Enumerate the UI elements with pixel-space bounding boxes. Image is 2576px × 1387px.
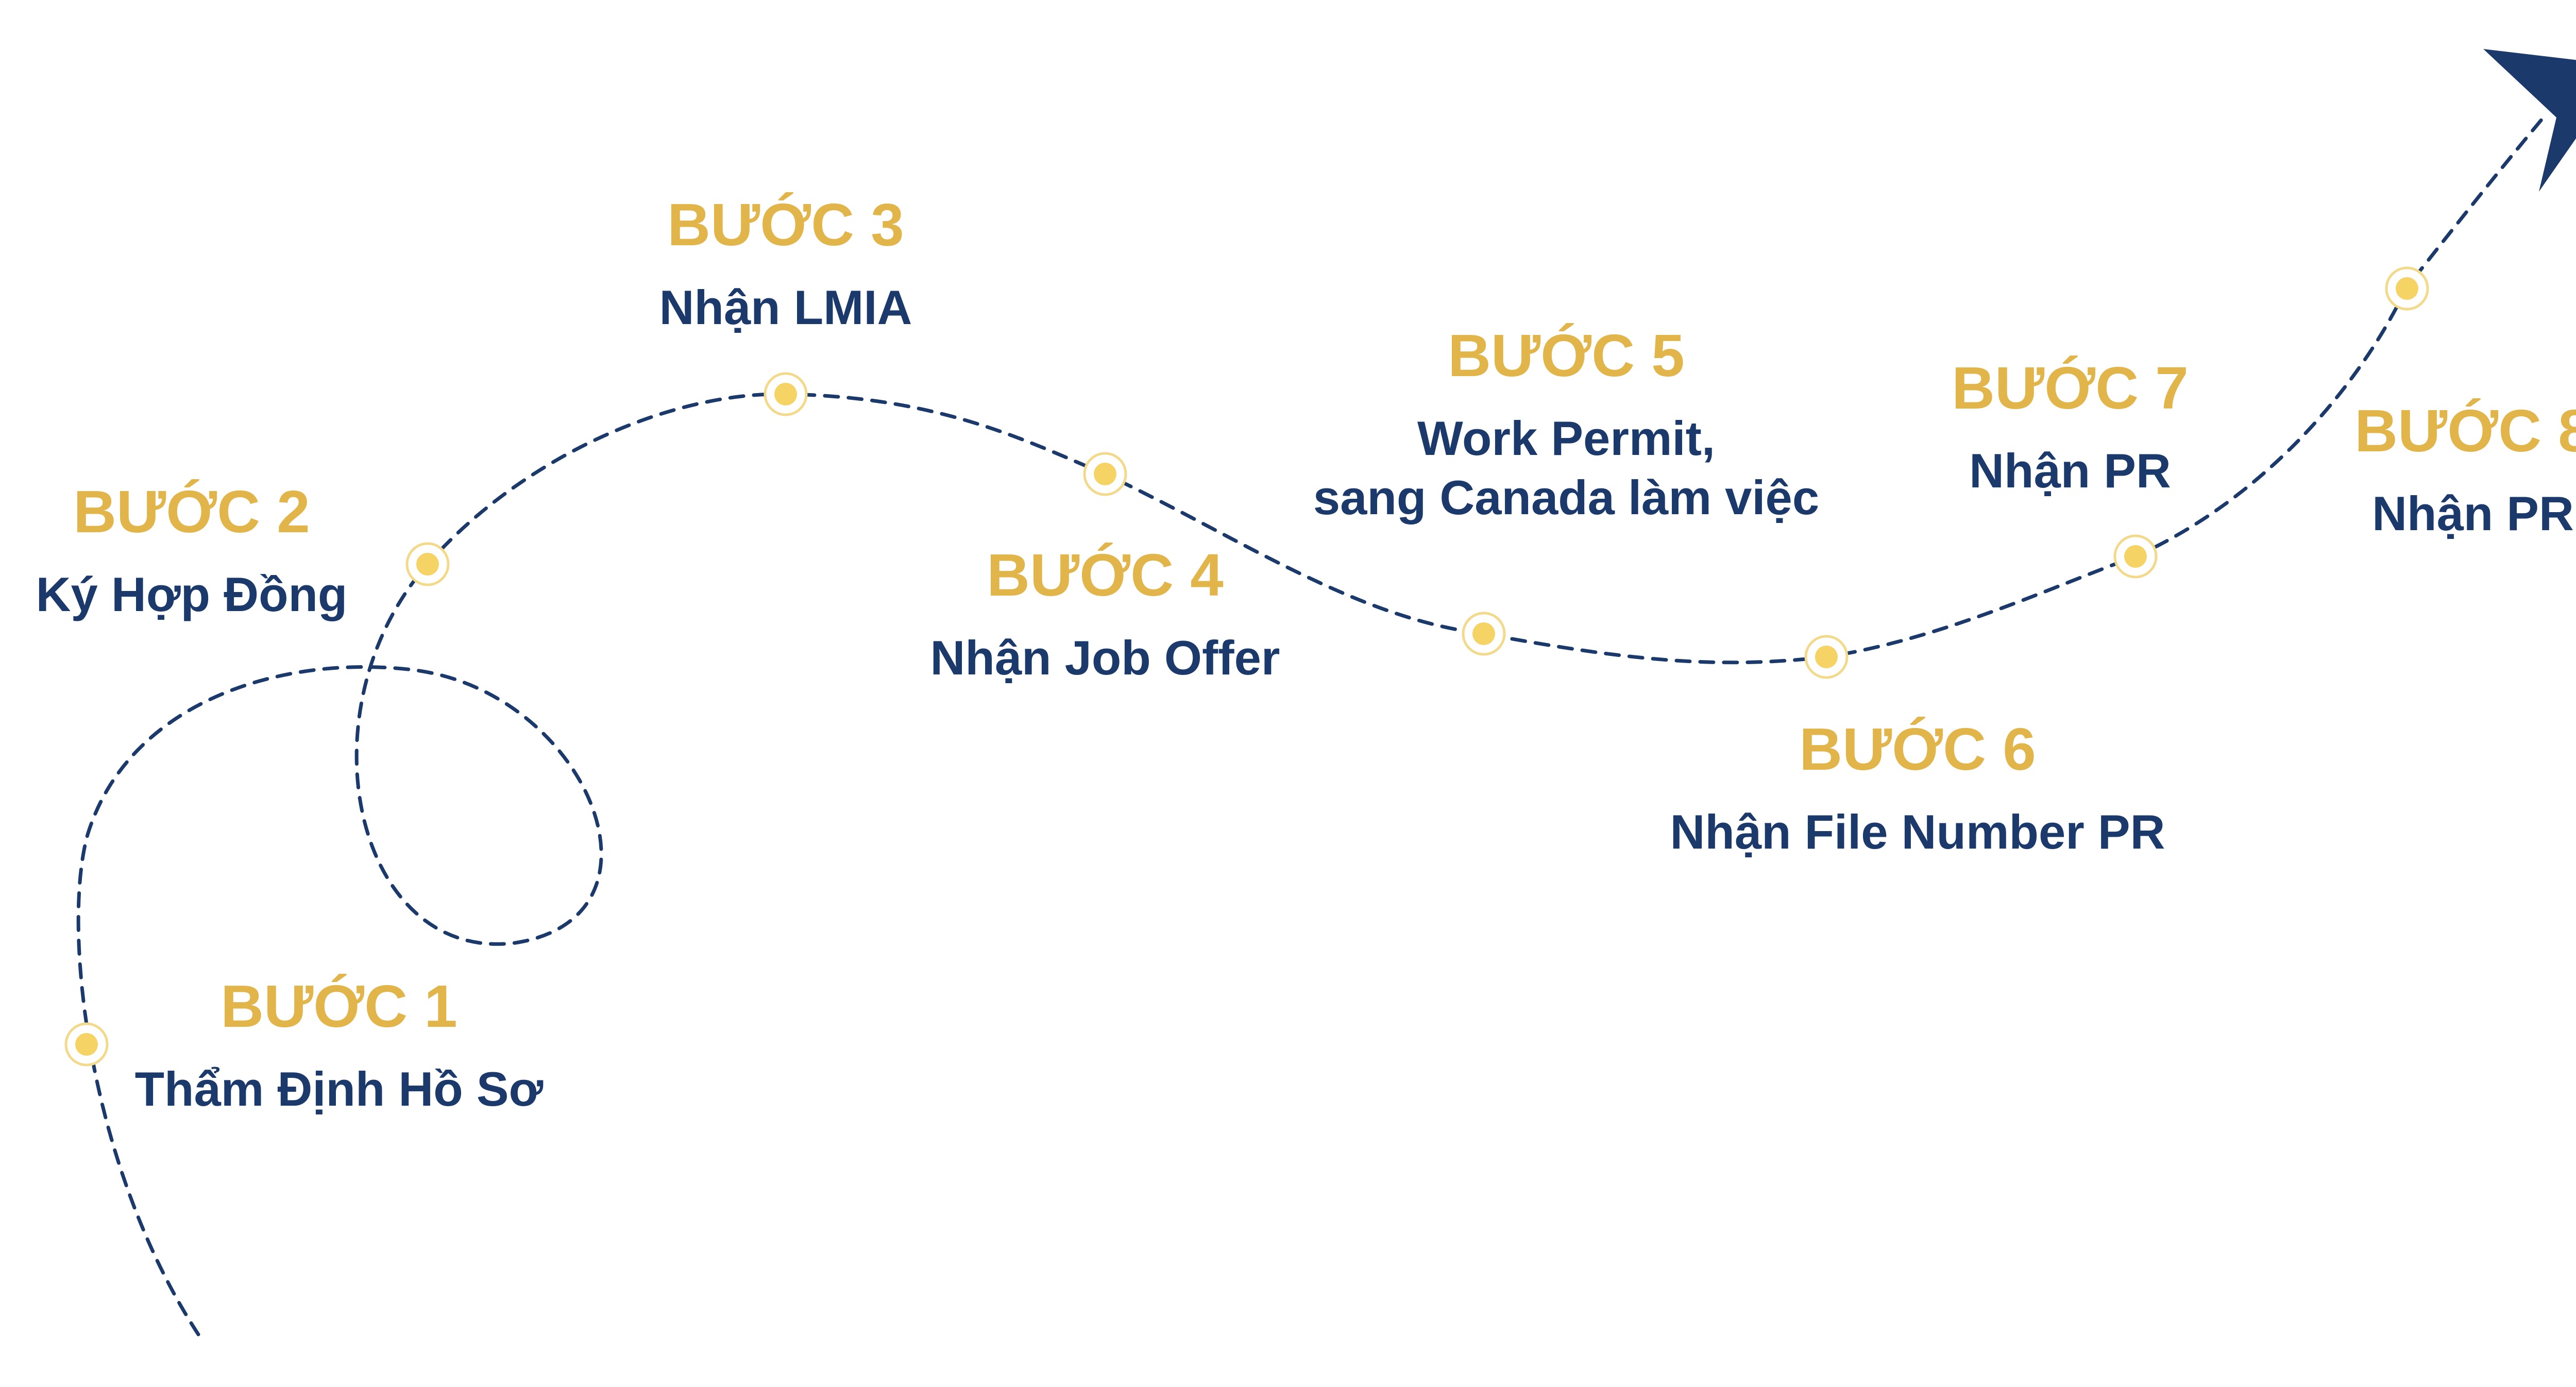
step-title-line: Nhận Job Offer: [930, 631, 1280, 685]
step-title-line: Work Permit,: [1417, 411, 1716, 465]
step-5: BƯỚC 5 Work Permit, sang Canada làm việc: [1313, 326, 1819, 527]
step-8: BƯỚC 8 Nhận PR: [2354, 401, 2576, 544]
step-title: Nhận File Number PR: [1670, 803, 2165, 862]
step-marker-4: [1083, 452, 1127, 496]
step-title-line: Thẩm Định Hồ Sơ: [134, 1062, 544, 1116]
step-6: BƯỚC 6 Nhận File Number PR: [1670, 719, 2165, 862]
step-title: Thẩm Định Hồ Sơ: [135, 1060, 544, 1119]
step-title: Nhận PR: [1952, 442, 2188, 501]
step-label: BƯỚC 7: [1952, 354, 2189, 421]
step-title-line: Nhận PR: [1969, 444, 2171, 498]
arrow-head-icon: [2483, 49, 2576, 192]
dashed-route: [76, 116, 2545, 1337]
step-marker-1: [64, 1022, 109, 1067]
step-marker-7: [2113, 534, 2158, 579]
step-title: Ký Hợp Đồng: [36, 565, 348, 624]
step-label: BƯỚC 2: [73, 478, 310, 545]
step-marker-2: [405, 542, 450, 586]
step-label: BƯỚC 1: [221, 973, 457, 1040]
step-marker-3: [764, 372, 808, 416]
step-marker-8: [2385, 266, 2429, 311]
step-1: BƯỚC 1 Thẩm Định Hồ Sơ: [135, 976, 544, 1119]
step-3: BƯỚC 3 Nhận LMIA: [659, 195, 912, 337]
step-title: Work Permit, sang Canada làm việc: [1313, 409, 1819, 527]
step-4: BƯỚC 4 Nhận Job Offer: [930, 545, 1280, 688]
step-title: Nhận Job Offer: [930, 629, 1280, 688]
step-title-line: Ký Hợp Đồng: [36, 567, 348, 621]
step-title-line: Nhận File Number PR: [1670, 805, 2165, 859]
step-title: Nhận PR: [2354, 484, 2576, 544]
step-marker-5: [1462, 612, 1506, 656]
step-title: Nhận LMIA: [659, 278, 912, 337]
step-label: BƯỚC 4: [987, 542, 1224, 608]
step-2: BƯỚC 2 Ký Hợp Đồng: [36, 482, 348, 624]
step-markers: [64, 266, 2429, 1067]
step-label: BƯỚC 5: [1448, 322, 1685, 389]
step-label: BƯỚC 3: [667, 191, 904, 258]
step-marker-6: [1804, 635, 1849, 679]
step-title-line: Nhận PR: [2372, 486, 2574, 540]
step-7: BƯỚC 7 Nhận PR: [1952, 358, 2188, 501]
step-label: BƯỚC 6: [1799, 716, 2036, 783]
step-label: BƯỚC 8: [2354, 397, 2576, 464]
step-title-line: Nhận LMIA: [659, 280, 912, 334]
step-title-line: sang Canada làm việc: [1313, 470, 1820, 525]
